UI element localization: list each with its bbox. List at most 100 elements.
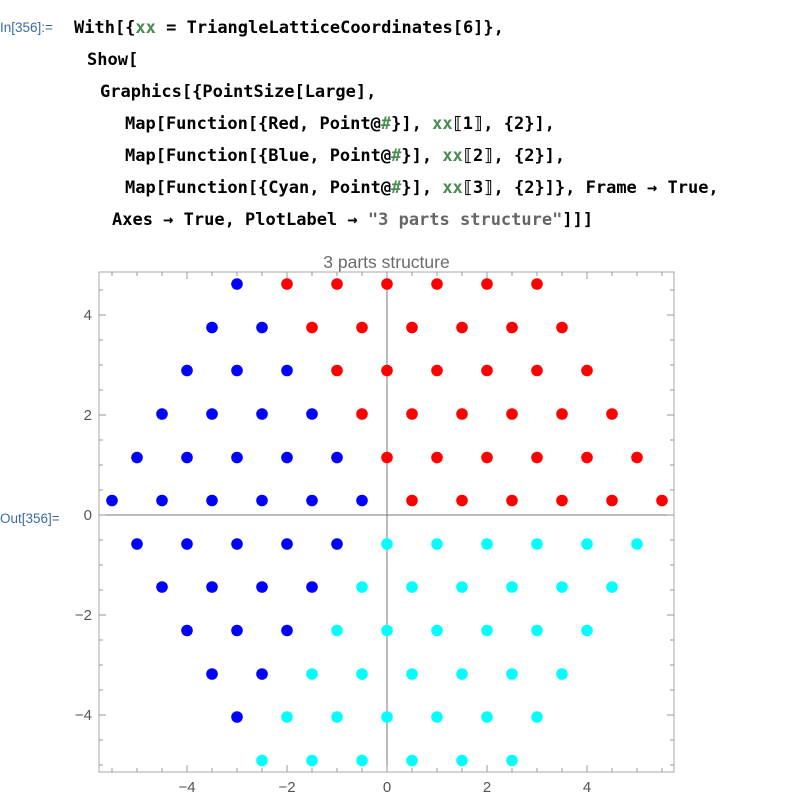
cyan-point (256, 754, 268, 767)
blue-point (306, 581, 318, 593)
blue-point (106, 494, 118, 507)
code-line: Map[Function[{Blue, Point@#}], xx⟦2⟧, {2… (125, 146, 565, 166)
code-token: # (391, 146, 402, 166)
red-point (506, 494, 518, 507)
red-point (606, 494, 618, 507)
code-line: With[{xx = TriangleLatticeCoordinates[6]… (74, 18, 504, 38)
red-point (406, 408, 418, 420)
red-point (531, 278, 543, 290)
blue-point (256, 321, 268, 334)
red-point (381, 364, 393, 377)
x-tick-label: −2 (278, 779, 295, 795)
cyan-point (606, 581, 618, 593)
red-point (406, 494, 418, 507)
x-tick-label: 2 (483, 779, 491, 795)
blue-point (256, 668, 268, 680)
blue-point (181, 538, 193, 550)
cyan-point (456, 668, 468, 680)
y-tick-label: −4 (75, 707, 92, 724)
code-line: Map[Function[{Cyan, Point@#}], xx⟦3⟧, {2… (125, 178, 719, 198)
cyan-point (356, 668, 368, 680)
blue-point (156, 581, 168, 593)
red-point (406, 321, 418, 334)
code-token: Graphics[{PointSize[Large], (100, 82, 377, 102)
blue-point (331, 538, 343, 550)
blue-point (281, 364, 293, 377)
y-tick-label: −2 (75, 607, 92, 624)
code-token: # (391, 178, 402, 198)
code-line: Axes → True, PlotLabel → "3 parts struct… (112, 210, 593, 230)
blue-point (231, 538, 243, 550)
red-point (431, 278, 443, 290)
cyan-point (506, 581, 518, 593)
input-cell-label: In[356]:= (0, 20, 53, 35)
cyan-point (631, 538, 643, 550)
code-token: xx (442, 146, 463, 166)
cyan-point (306, 668, 318, 680)
cyan-point (556, 668, 568, 680)
code-token: ]]] (562, 210, 594, 230)
code-token: xx (135, 18, 156, 38)
cyan-point (406, 668, 418, 680)
blue-point (281, 451, 293, 464)
red-point (556, 408, 568, 420)
cyan-point (531, 624, 543, 637)
cyan-point (331, 711, 343, 723)
red-point (506, 321, 518, 334)
code-token: xx (442, 178, 463, 198)
blue-point (256, 581, 268, 593)
code-token: Axes → True, PlotLabel → (112, 210, 368, 230)
blue-point (231, 364, 243, 377)
cyan-point (456, 754, 468, 767)
code-line: Graphics[{PointSize[Large], (100, 82, 376, 102)
blue-point (131, 451, 143, 464)
cyan-point (506, 668, 518, 680)
red-point (456, 494, 468, 507)
code-token: }], (401, 178, 443, 198)
blue-point (306, 408, 318, 420)
y-tick-label: 4 (84, 307, 92, 324)
red-point (656, 494, 668, 507)
cyan-point (431, 538, 443, 550)
y-tick-label: 0 (84, 507, 92, 524)
red-point (556, 321, 568, 334)
code-token: "3 parts structure" (367, 210, 563, 230)
code-token: Show[ (87, 50, 139, 70)
red-point (356, 321, 368, 334)
red-point (456, 408, 468, 420)
red-point (356, 408, 368, 420)
blue-point (206, 581, 218, 593)
cyan-point (381, 624, 393, 637)
red-point (531, 451, 543, 464)
blue-point (231, 451, 243, 464)
blue-point (181, 624, 193, 637)
blue-point (256, 494, 268, 507)
x-tick-label: 0 (383, 779, 391, 795)
cyan-point (531, 538, 543, 550)
red-point (481, 451, 493, 464)
red-point (581, 364, 593, 377)
red-point (431, 451, 443, 464)
y-tick-label: 2 (84, 407, 92, 424)
blue-point (281, 624, 293, 637)
cyan-point (381, 711, 393, 723)
cyan-point (281, 711, 293, 723)
blue-point (131, 538, 143, 550)
blue-point (206, 321, 218, 334)
code-token: Map[Function[{Red, Point@ (125, 114, 381, 134)
cyan-point (556, 581, 568, 593)
cyan-point (356, 754, 368, 767)
red-point (556, 494, 568, 507)
blue-point (206, 668, 218, 680)
cyan-point (331, 624, 343, 637)
code-token: # (380, 114, 392, 134)
red-point (531, 364, 543, 377)
blue-point (231, 278, 243, 290)
code-token: = TriangleLatticeCoordinates[6]}, (155, 18, 504, 38)
code-token: xx (432, 114, 453, 134)
cyan-point (506, 754, 518, 767)
cyan-point (406, 754, 418, 767)
code-token: ⟦2⟧, {2}], (462, 146, 566, 166)
code-token: Map[Function[{Cyan, Point@ (125, 178, 392, 198)
